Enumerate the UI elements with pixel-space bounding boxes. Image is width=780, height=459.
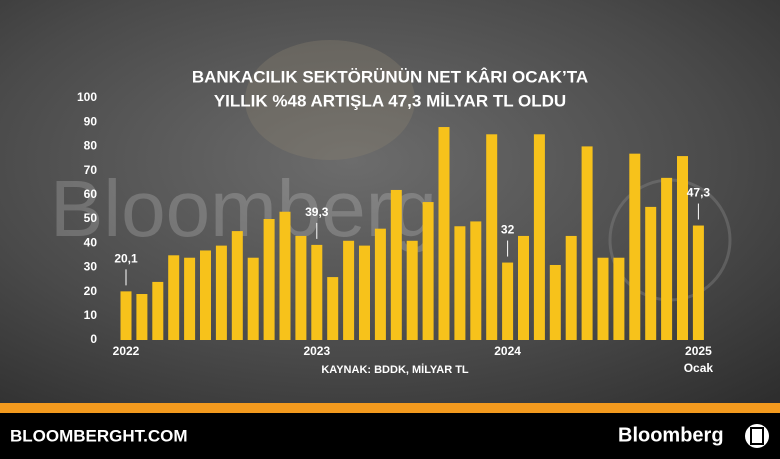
bar	[661, 177, 673, 340]
bar	[359, 245, 370, 340]
bar	[136, 294, 148, 340]
bar	[184, 257, 196, 340]
bar	[247, 257, 259, 340]
bar	[692, 225, 704, 340]
bar	[295, 235, 307, 340]
bar	[454, 226, 466, 340]
footer-brand: Bloomberg	[618, 424, 724, 446]
y-tick-label: 50	[84, 211, 98, 225]
footer	[0, 413, 780, 459]
bar	[645, 206, 657, 340]
y-tick-label: 40	[84, 235, 98, 249]
bar	[502, 262, 514, 340]
footer-stripe	[0, 403, 780, 413]
bar	[327, 277, 339, 340]
bar	[279, 211, 291, 340]
bar	[677, 156, 688, 340]
value-label: 47,3	[687, 186, 711, 200]
value-label: 39,3	[305, 205, 329, 219]
x-tick-label: 2024	[494, 344, 521, 358]
bar	[613, 257, 625, 340]
y-tick-label: 60	[84, 187, 98, 201]
bar	[470, 221, 482, 340]
y-tick-label: 0	[90, 332, 97, 346]
value-label: 32	[501, 223, 515, 237]
bar	[168, 255, 180, 340]
y-tick-label: 30	[84, 260, 98, 274]
bar	[406, 240, 418, 340]
footer-site: BLOOMBERGHT.COM	[10, 426, 188, 445]
source: KAYNAK: BDDK, MİLYAR TL	[321, 363, 469, 376]
bar	[597, 257, 609, 340]
bar	[311, 244, 323, 340]
value-label: 20,1	[114, 252, 138, 266]
y-tick-label: 100	[77, 90, 97, 104]
y-tick-label: 10	[84, 308, 98, 322]
bar	[231, 231, 243, 340]
bar	[422, 202, 434, 340]
x-tick-sublabel: Ocak	[684, 361, 714, 375]
bar	[438, 127, 450, 340]
y-tick-label: 90	[84, 114, 98, 128]
x-tick-label: 2025	[685, 344, 712, 358]
bar	[518, 235, 529, 340]
bar	[486, 134, 498, 340]
chart-title: BANKACILIK SEKTÖRÜNÜN NET KÂRI OCAK’TA	[192, 67, 588, 86]
bar	[629, 153, 641, 340]
watermark: Bloomberg	[50, 164, 437, 253]
bar	[263, 219, 275, 340]
x-tick-label: 2023	[303, 344, 330, 358]
y-tick-label: 70	[84, 163, 98, 177]
y-tick-label: 80	[84, 139, 98, 153]
bar	[200, 250, 211, 340]
bar	[343, 240, 355, 340]
bar	[581, 146, 593, 340]
bar	[120, 291, 132, 340]
coin	[245, 40, 415, 160]
bar	[390, 189, 402, 340]
bar	[152, 281, 164, 340]
bar	[533, 134, 545, 340]
brand-logo-mark	[750, 427, 764, 445]
bar	[215, 245, 227, 340]
y-tick-label: 20	[84, 284, 98, 298]
x-tick-label: 2022	[113, 344, 140, 358]
chart-title: YILLIK %48 ARTIŞLA 47,3 MİLYAR TL OLDU	[214, 91, 566, 110]
bar	[549, 264, 561, 340]
bar	[565, 235, 577, 340]
bar	[374, 228, 386, 340]
